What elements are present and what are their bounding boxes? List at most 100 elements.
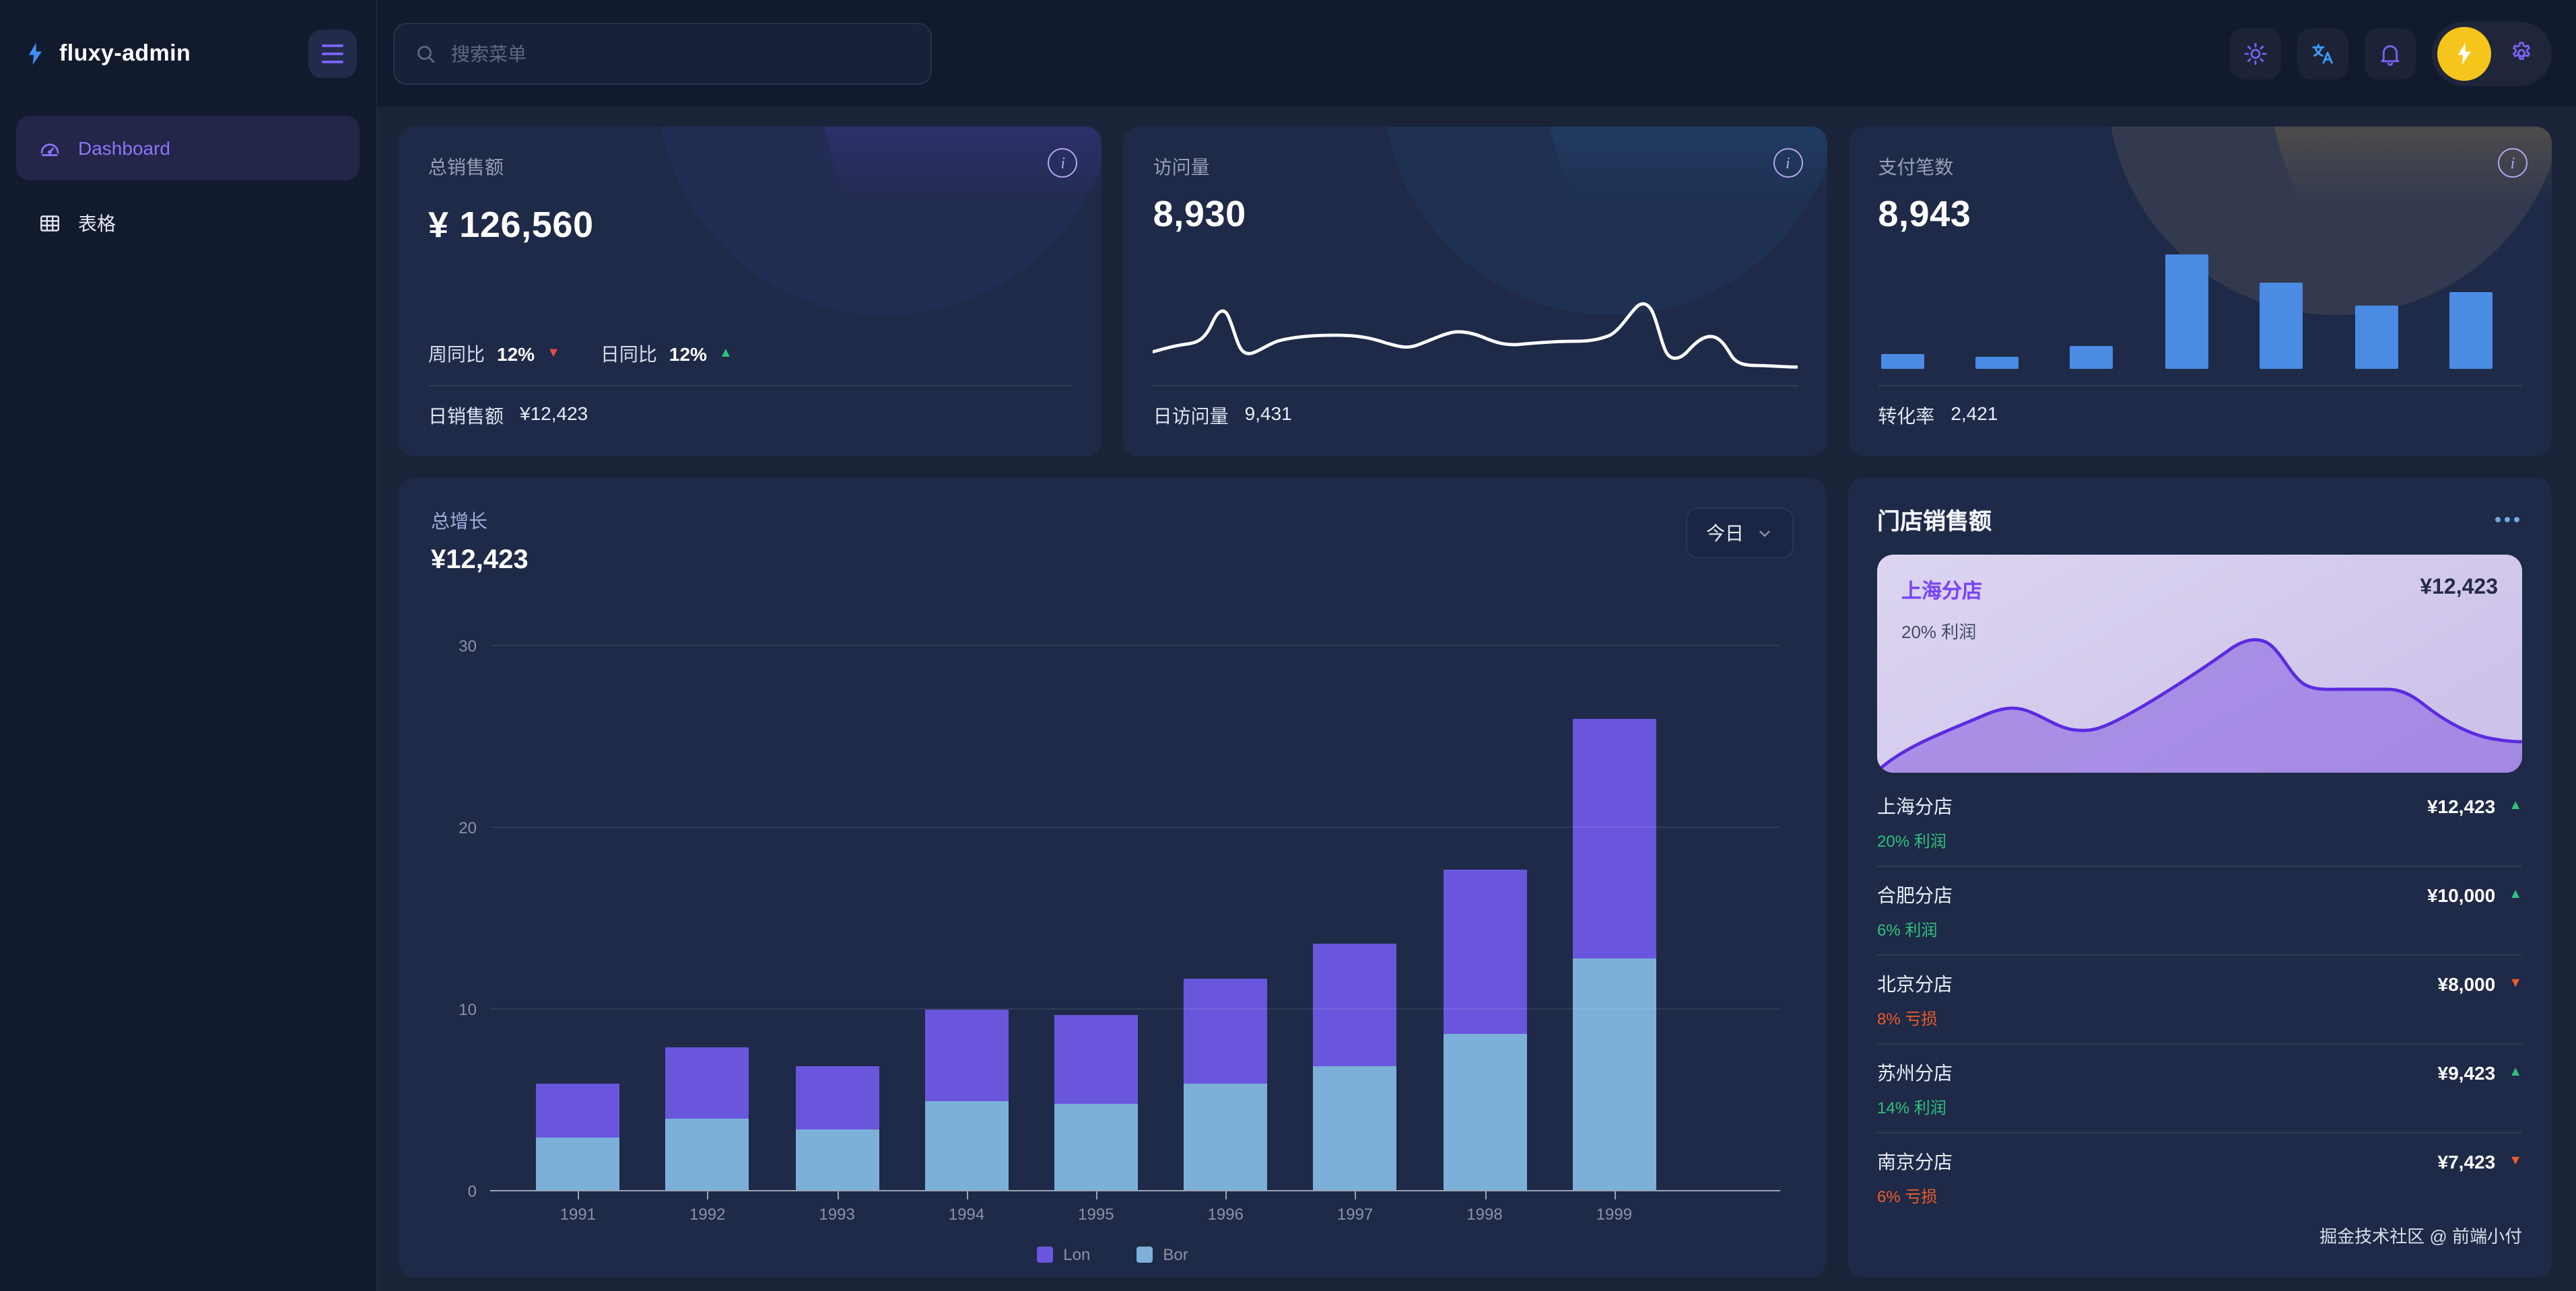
store-name: 上海分店 [1877, 796, 1953, 817]
gear-icon [2513, 42, 2530, 60]
bar-segment-lon [665, 1047, 749, 1119]
bar-segment-lon [1443, 870, 1526, 1034]
sidebar-item-table[interactable]: 表格 [16, 191, 360, 256]
grid-line [490, 827, 1780, 828]
store-row: 合肥分店 ¥10,000 ▲ 6% 利润 [1877, 867, 2522, 956]
mini-bar [2070, 346, 2113, 369]
sidebar-item-label: Dashboard [78, 137, 170, 159]
mini-bar [2165, 254, 2208, 369]
stat-footer: 转化率 2,421 [1878, 403, 1998, 427]
y-axis-tick-label: 0 [467, 1182, 477, 1201]
chevron-down-icon [1759, 530, 1770, 536]
theme-toggle-button[interactable] [2230, 28, 2281, 79]
sidebar-menu: Dashboard 表格 [0, 108, 376, 275]
store-row: 上海分店 ¥12,423 ▲ 20% 利润 [1877, 778, 2522, 867]
x-axis-tick-label: 1991 [560, 1205, 597, 1224]
avatar[interactable] [2437, 26, 2491, 80]
settings-button[interactable] [2507, 39, 2536, 67]
x-axis-tick-label: 1999 [1596, 1205, 1633, 1224]
legend-swatch [1136, 1247, 1153, 1263]
x-axis-tick [966, 1191, 968, 1199]
visits-sparkline-chart [1153, 236, 1798, 380]
bar-segment-bor [1313, 1066, 1397, 1191]
store-value: ¥9,423 [2437, 1062, 2496, 1084]
trend-up-icon: ▲ [2509, 887, 2522, 902]
store-row: 苏州分店 ¥9,423 ▲ 14% 利润 [1877, 1045, 2522, 1133]
x-axis-tick-label: 1993 [819, 1205, 855, 1224]
mini-bar [1975, 356, 2019, 369]
lightning-logo-icon [22, 40, 48, 67]
bar-segment-lon [536, 1084, 620, 1137]
legend-item-lon[interactable]: Lon [1036, 1245, 1090, 1264]
info-icon[interactable]: i [1048, 148, 1078, 178]
lightning-avatar-icon [2458, 42, 2471, 65]
sidebar: fluxy-admin Dashboard 表格 [0, 0, 377, 1291]
x-axis-tick [1485, 1191, 1486, 1199]
sun-icon [2244, 42, 2267, 65]
bar-segment-bor [924, 1101, 1009, 1191]
sidebar-item-dashboard[interactable]: Dashboard [16, 116, 360, 180]
bar-segment-lon [924, 1010, 1009, 1101]
store-name: 南京分店 [1877, 1151, 1953, 1173]
notifications-button[interactable] [2365, 28, 2416, 79]
x-axis-tick-label: 1992 [689, 1205, 726, 1224]
metric-day-on-day: 日同比 12% ▲ [600, 343, 733, 365]
mini-bar [1880, 353, 1924, 369]
sidebar-collapse-button[interactable] [308, 30, 357, 78]
mini-bar [2260, 283, 2303, 369]
more-options-icon[interactable] [2493, 511, 2522, 527]
trend-up-icon: ▲ [2509, 1065, 2522, 1080]
stat-card-visits: i 访问量 8,930 日访问量 9,431 [1123, 127, 1827, 456]
grid-line [490, 645, 1780, 646]
sidebar-item-label: 表格 [78, 213, 116, 234]
legend-item-bor[interactable]: Bor [1136, 1245, 1188, 1264]
highlight-store-name: 上海分店 [1901, 580, 1983, 603]
store-name: 苏州分店 [1877, 1062, 1953, 1084]
store-value: ¥7,423 [2437, 1151, 2496, 1173]
language-switch-button[interactable] [2297, 28, 2348, 79]
date-range-dropdown[interactable]: 今日 [1686, 508, 1794, 559]
stacked-bar-1997: 1997 [1313, 944, 1397, 1224]
bar-segment-lon [1572, 719, 1656, 959]
topbar-actions [2230, 21, 2552, 85]
x-axis-tick [1614, 1191, 1616, 1199]
growth-header: 总增长 ¥12,423 今日 [431, 508, 1794, 576]
content: i 总销售额 ¥ 126,560 周同比 12% ▼ 日同比 [377, 108, 2576, 1291]
store-percent: 8% 亏损 [1877, 1010, 1938, 1028]
growth-bars: 1991 1992 1993 1994 1995 1996 1997 1998 1999 [490, 646, 1780, 1224]
bar-segment-bor [665, 1119, 749, 1191]
metric-week-on-week: 周同比 12% ▼ [428, 343, 560, 365]
stat-value: 8,930 [1153, 194, 1246, 234]
info-icon[interactable]: i [2497, 148, 2528, 178]
growth-chart-plot: 1991 1992 1993 1994 1995 1996 1997 1998 1999 0 10… [459, 637, 1780, 1224]
search-input[interactable] [451, 42, 912, 64]
stat-title: 访问量 [1153, 156, 1210, 178]
x-axis-tick-label: 1994 [948, 1205, 985, 1224]
stat-metrics: 周同比 12% ▼ 日同比 12% ▲ [428, 341, 1073, 368]
highlight-store-profit: 20% 利润 [1901, 622, 1977, 642]
trend-down-icon: ▼ [547, 346, 560, 361]
store-percent: 6% 亏损 [1877, 1187, 1938, 1206]
y-axis-tick-label: 20 [459, 818, 477, 837]
bar-segment-bor [1054, 1104, 1138, 1191]
legend-label: Lon [1063, 1245, 1091, 1264]
stat-card-total-sales: i 总销售额 ¥ 126,560 周同比 12% ▼ 日同比 [399, 127, 1102, 456]
table-icon [40, 215, 59, 232]
trend-up-icon: ▲ [718, 346, 733, 361]
x-axis-tick-label: 1998 [1466, 1205, 1503, 1224]
payments-mini-bar-chart [1878, 236, 2522, 372]
store-highlight-panel[interactable]: 上海分店 ¥12,423 20% 利润 [1877, 555, 2522, 773]
trend-down-icon: ▼ [2509, 976, 2522, 991]
bar-segment-lon [1054, 1015, 1138, 1105]
stacked-bar-1992: 1992 [665, 1047, 749, 1224]
x-axis-line [490, 1190, 1780, 1191]
info-icon[interactable]: i [1773, 148, 1803, 178]
growth-value: ¥12,423 [431, 545, 529, 575]
stat-card-payments: i 支付笔数 8,943 转化率 2,421 [1848, 127, 2552, 456]
store-row: 南京分店 ¥7,423 ▼ 6% 亏损 [1877, 1133, 2522, 1221]
logo: fluxy-admin [22, 40, 191, 67]
bar-segment-lon [795, 1066, 879, 1130]
trend-up-icon: ▲ [2509, 798, 2522, 813]
app-title: fluxy-admin [59, 40, 191, 66]
